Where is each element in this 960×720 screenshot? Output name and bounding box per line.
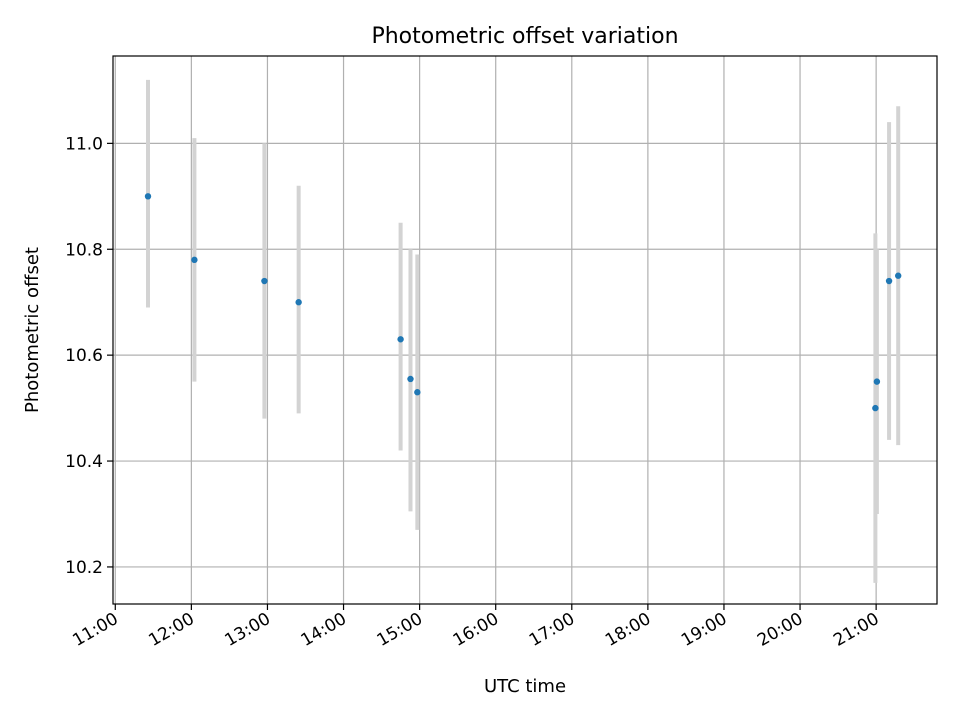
data-point <box>894 272 902 279</box>
y-tick-label: 10.8 <box>65 240 103 260</box>
data-point <box>397 336 404 343</box>
grid <box>113 56 937 604</box>
data-point <box>872 404 879 412</box>
data-point <box>885 277 893 285</box>
data-point <box>144 193 152 200</box>
x-axis-label: UTC time <box>484 676 566 697</box>
plot-frame <box>112 55 938 605</box>
data-point <box>414 389 421 396</box>
data-point <box>295 299 302 306</box>
data-point <box>261 277 268 285</box>
y-axis-ticks: 10.2 10.4 10.6 10.8 11.0 <box>65 134 113 578</box>
y-tick-label: 10.4 <box>65 452 103 472</box>
y-tick-label: 10.2 <box>65 558 103 578</box>
y-axis-label: Photometric offset <box>22 247 43 413</box>
data-point <box>873 378 881 385</box>
y-tick-label: 11.0 <box>65 134 103 154</box>
data-point <box>191 256 198 264</box>
chart-title: Photometric offset variation <box>371 24 678 49</box>
y-tick-label: 10.6 <box>65 346 103 366</box>
data-point <box>407 375 414 383</box>
data-points <box>144 193 902 412</box>
